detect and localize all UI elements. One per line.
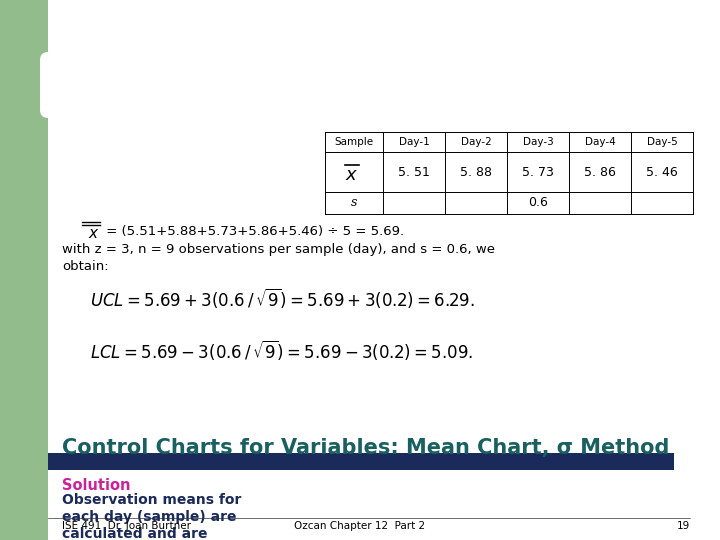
Text: 5. 86: 5. 86 [584, 165, 616, 179]
Text: 19: 19 [677, 521, 690, 531]
Text: Sample: Sample [334, 137, 374, 147]
Bar [48, 453, 674, 470]
Text: $x$: $x$ [346, 166, 359, 184]
Text: Day-2: Day-2 [461, 137, 491, 147]
Text: Day-5: Day-5 [647, 137, 678, 147]
Text: with z = 3, n = 9 observations per sample (day), and s = 0.6, we: with z = 3, n = 9 observations per sampl… [62, 244, 495, 256]
Text: Day-3: Day-3 [523, 137, 554, 147]
Text: each day (sample) are: each day (sample) are [62, 510, 236, 524]
Bar [0, 0, 215, 80]
Text: $\mathit{LCL} = 5.69 - 3(0.6\,/\,\sqrt{9}) = 5.69 - 3(0.2) = 5.09.$: $\mathit{LCL} = 5.69 - 3(0.6\,/\,\sqrt{9… [90, 338, 473, 362]
Text: Ozcan Chapter 12  Part 2: Ozcan Chapter 12 Part 2 [294, 521, 426, 531]
Text: 5. 46: 5. 46 [646, 165, 678, 179]
Text: = (5.51+5.88+5.73+5.86+5.46) ÷ 5 = 5.69.: = (5.51+5.88+5.73+5.86+5.46) ÷ 5 = 5.69. [102, 226, 404, 239]
Text: ISE 491  Dr. Joan Burtner: ISE 491 Dr. Joan Burtner [62, 521, 191, 531]
Text: $\mathit{UCL} = 5.69 + 3(0.6\,/\,\sqrt{9}) = 5.69 + 3(0.2) = 6.29.$: $\mathit{UCL} = 5.69 + 3(0.6\,/\,\sqrt{9… [90, 286, 475, 310]
Text: $x$: $x$ [88, 227, 99, 241]
FancyBboxPatch shape [40, 52, 224, 118]
Text: 5. 51: 5. 51 [398, 165, 430, 179]
Text: Observation means for: Observation means for [62, 493, 241, 507]
Text: s: s [351, 197, 357, 210]
Text: obtain:: obtain: [62, 260, 109, 273]
Text: Solution: Solution [62, 477, 130, 492]
Text: Day-1: Day-1 [399, 137, 429, 147]
Text: Day-4: Day-4 [585, 137, 616, 147]
Text: 0.6: 0.6 [528, 197, 548, 210]
Text: Control Charts for Variables: Mean Chart, σ Method: Control Charts for Variables: Mean Chart… [62, 438, 670, 458]
Text: 5. 73: 5. 73 [522, 165, 554, 179]
Bar [0, 0, 48, 540]
Text: calculated and are: calculated and are [62, 527, 207, 540]
Text: 5. 88: 5. 88 [460, 165, 492, 179]
